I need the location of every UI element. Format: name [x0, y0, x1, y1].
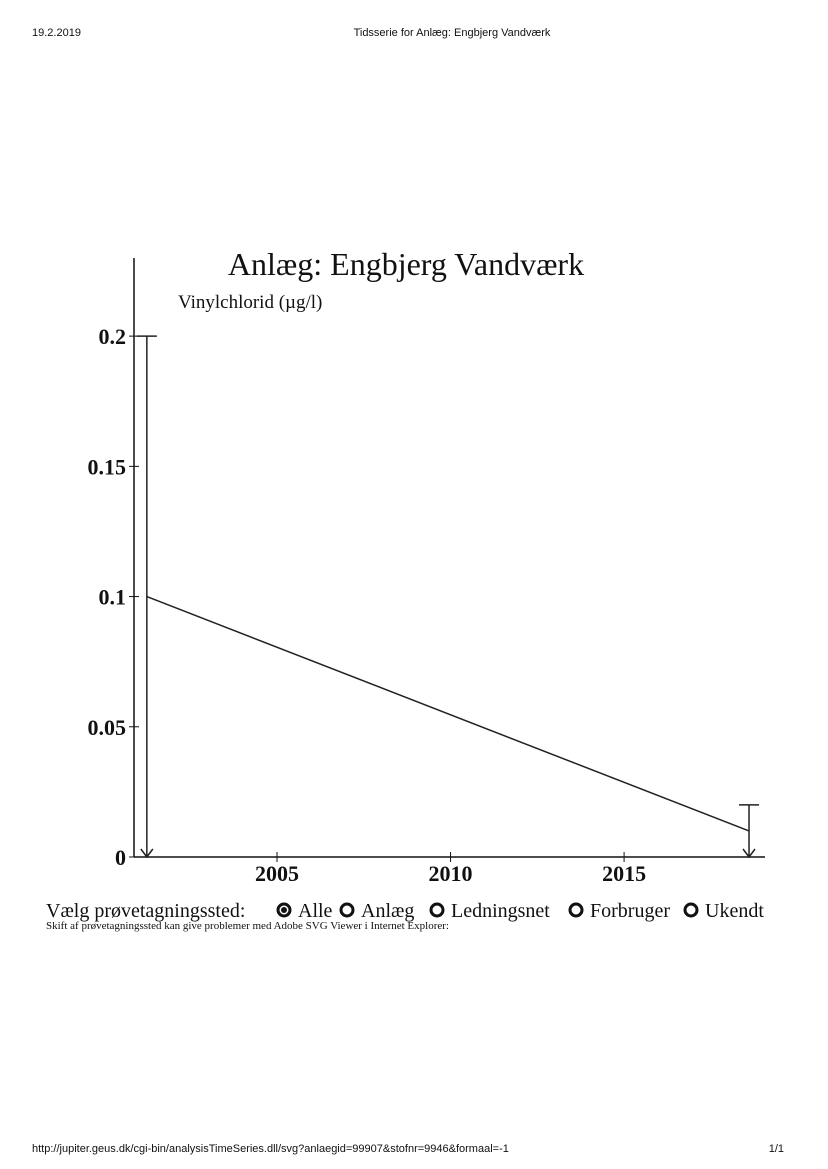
- x-tick-label: 2010: [429, 861, 473, 886]
- radio-button[interactable]: [683, 902, 699, 918]
- radio-label[interactable]: Alle: [298, 900, 333, 922]
- radio-label[interactable]: Ukendt: [705, 900, 764, 922]
- radio-button[interactable]: [568, 902, 584, 918]
- selector-note: Skift af prøvetagningssted kan give prob…: [46, 920, 449, 932]
- radio-dot: [281, 907, 287, 913]
- print-page: 1/1: [769, 1143, 784, 1155]
- print-title: Tidsserie for Anlæg: Engbjerg Vandværk: [354, 27, 551, 39]
- y-tick-label: 0: [115, 845, 126, 870]
- x-tick-label: 2015: [602, 861, 646, 886]
- radio-label[interactable]: Ledningsnet: [451, 900, 550, 922]
- y-tick-label: 0.1: [99, 585, 127, 610]
- radio-label[interactable]: Anlæg: [361, 900, 414, 922]
- x-tick-label: 2005: [255, 861, 299, 886]
- y-tick-label: 0.15: [88, 454, 127, 479]
- radio-button[interactable]: [339, 902, 355, 918]
- radio-button[interactable]: [429, 902, 445, 918]
- print-date: 19.2.2019: [32, 27, 81, 39]
- y-tick-label: 0.2: [99, 324, 127, 349]
- data-line: [146, 595, 750, 832]
- detection-limit-marker: [136, 335, 157, 859]
- y-tick-label: 0.05: [88, 715, 127, 740]
- selector-label: Vælg prøvetagningssted:: [46, 900, 245, 922]
- radio-label[interactable]: Forbruger: [590, 900, 670, 922]
- chart-title: Anlæg: Engbjerg Vandværk: [228, 246, 584, 282]
- y-axis-label: Vinylchlorid (µg/l): [178, 292, 322, 313]
- print-url: http://jupiter.geus.dk/cgi-bin/analysisT…: [32, 1143, 509, 1155]
